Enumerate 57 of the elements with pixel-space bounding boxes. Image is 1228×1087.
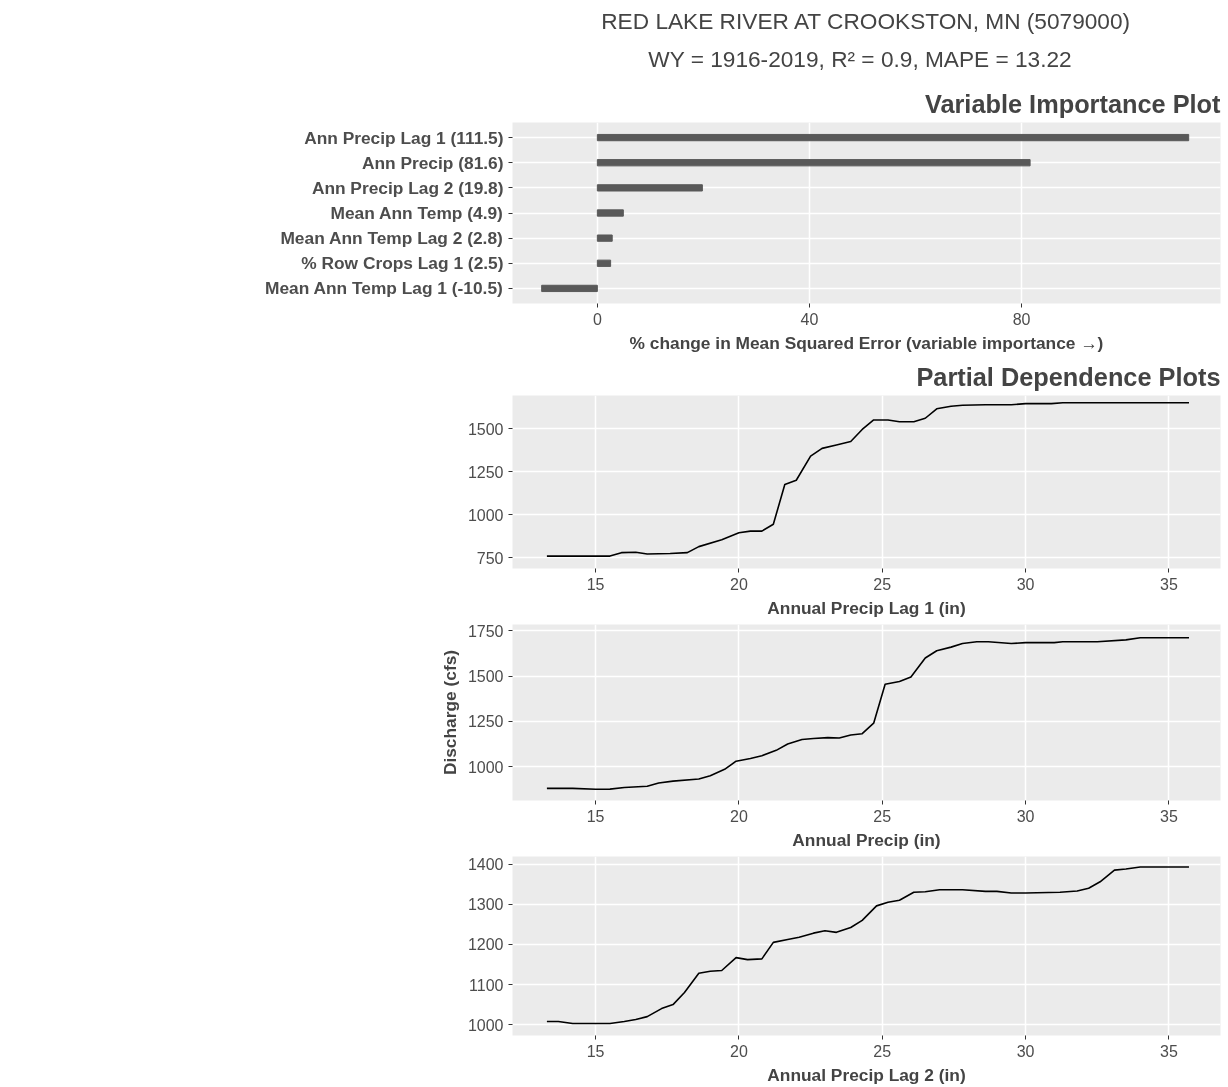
y-tick-label: 1000 (467, 758, 504, 776)
y-tick-label: Mean Ann Temp (4.9) (330, 203, 503, 223)
bar (596, 133, 1190, 142)
x-tick-label: 15 (586, 807, 605, 825)
y-axis-title: Discharge (cfs) (439, 649, 460, 776)
bar (596, 159, 1031, 167)
y-tick-label: 1750 (467, 622, 504, 640)
x-tick-label: 80 (1012, 310, 1031, 328)
y-tick-label: % Row Crops Lag 1 (2.5) (301, 253, 504, 274)
x-axis-title: Annual Precip (in) (792, 829, 941, 850)
x-tick-label: 25 (873, 1042, 892, 1060)
y-tick-label: 1400 (467, 856, 504, 874)
line-series (546, 401, 1190, 557)
chart-title: Variable Importance Plot (924, 89, 1222, 118)
y-tick-label: Ann Precip (81.6) (361, 152, 504, 173)
y-tick-label: 1200 (467, 936, 504, 954)
x-tick-label: 20 (730, 807, 748, 825)
y-tick-label: 750 (476, 549, 504, 567)
x-tick-label: 0 (592, 310, 602, 328)
x-tick-label: 35 (1160, 575, 1178, 593)
y-tick-label: Ann Precip Lag 1 (111.5) (304, 127, 504, 148)
x-axis-title: % change in Mean Squared Error (variable importance →) (629, 332, 1104, 353)
line-series (546, 866, 1190, 1025)
bar (541, 284, 598, 293)
y-tick-label: 1000 (467, 1016, 504, 1034)
x-tick-label: 30 (1016, 1042, 1035, 1060)
line-series (546, 636, 1190, 791)
y-tick-label: 1500 (467, 420, 504, 438)
y-tick-label: Mean Ann Temp Lag 1 (-10.5) (265, 278, 503, 299)
x-tick-label: 35 (1160, 1042, 1178, 1060)
y-tick-label: Mean Ann Temp Lag 2 (2.8) (280, 228, 503, 249)
x-axis-title: Annual Precip Lag 1 (in) (767, 597, 966, 618)
y-tick-label: 1250 (467, 713, 504, 731)
y-tick-label: 1250 (467, 463, 504, 481)
y-tick-label: 1500 (467, 668, 504, 686)
bar (596, 234, 613, 242)
x-tick-label: 40 (800, 310, 819, 328)
y-tick-label: 1300 (467, 896, 504, 914)
x-tick-label: 30 (1016, 807, 1035, 825)
x-tick-label: 15 (586, 575, 605, 593)
x-tick-label: 25 (873, 575, 892, 593)
bar (596, 184, 703, 192)
x-tick-label: 30 (1016, 575, 1035, 593)
text: WY = 1916-2019, R² = 0.9, MAPE = 13.22 (648, 45, 1072, 72)
bar (596, 209, 624, 217)
bar (596, 259, 612, 267)
x-axis-title: Annual Precip Lag 2 (in) (767, 1064, 966, 1085)
x-tick-label: 35 (1160, 807, 1178, 825)
y-tick-label: Ann Precip Lag 2 (19.8) (311, 177, 504, 198)
x-tick-label: 15 (586, 1042, 605, 1060)
x-tick-label: 25 (873, 807, 892, 825)
x-tick-label: 20 (730, 1042, 748, 1060)
text: RED LAKE RIVER AT CROOKSTON, MN (5079000) (601, 7, 1131, 34)
y-tick-label: 1100 (469, 976, 504, 994)
x-tick-label: 20 (730, 575, 748, 593)
y-tick-label: 1000 (467, 506, 504, 524)
chart-title: Partial Dependence Plots (916, 362, 1221, 391)
